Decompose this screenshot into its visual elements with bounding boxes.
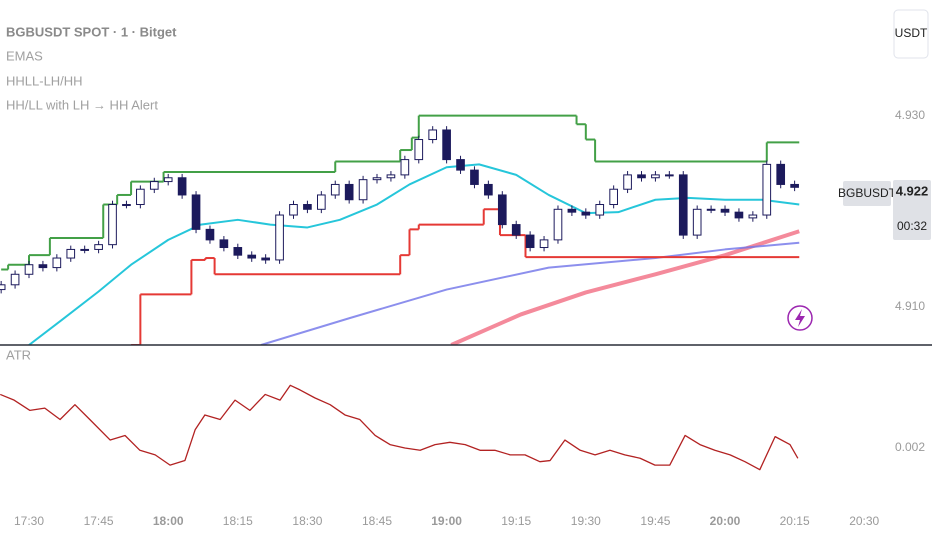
candle-body bbox=[525, 234, 535, 249]
currency[interactable]: USDT bbox=[895, 26, 928, 40]
candle-body bbox=[219, 239, 229, 249]
chart-title: BGBUSDT SPOT · 1 · Bitget bbox=[6, 24, 177, 39]
main-pane bbox=[0, 114, 800, 345]
y-tick-label: 4.910 bbox=[895, 299, 925, 313]
candle-body bbox=[748, 214, 758, 219]
candle-body bbox=[595, 204, 605, 216]
candle-body bbox=[678, 174, 688, 236]
countdown: 00:32 bbox=[897, 219, 927, 233]
x-tick-label: 20:30 bbox=[849, 514, 879, 528]
candle-body bbox=[511, 224, 521, 236]
x-tick-label: 19:15 bbox=[501, 514, 531, 528]
candle-body bbox=[456, 159, 465, 171]
candle-body bbox=[539, 239, 549, 249]
x-tick-label: 20:00 bbox=[710, 514, 741, 528]
x-tick-label: 17:30 bbox=[14, 514, 44, 528]
candle-body bbox=[177, 177, 187, 196]
candle-body bbox=[289, 204, 298, 216]
atr-pane bbox=[0, 384, 799, 471]
candle-body bbox=[24, 264, 34, 275]
symbol-label: BGBUSDT bbox=[838, 186, 897, 200]
indicator-name[interactable]: EMAS bbox=[6, 48, 43, 63]
candle-body bbox=[205, 228, 215, 241]
candle-body bbox=[484, 183, 493, 196]
x-tick-label: 19:00 bbox=[431, 514, 462, 528]
candle-body bbox=[122, 204, 131, 207]
x-tick-label: 18:45 bbox=[362, 514, 392, 528]
symbol-tag bbox=[843, 181, 891, 206]
candle-body bbox=[94, 244, 103, 250]
candle-body bbox=[80, 248, 90, 251]
price-tag bbox=[893, 180, 931, 240]
candle-body bbox=[637, 174, 646, 179]
candle-body bbox=[734, 211, 744, 219]
indicator-name[interactable]: HHLL-LH/HH bbox=[6, 73, 83, 88]
y-tick-label: 4.930 bbox=[895, 108, 925, 122]
line-series bbox=[260, 241, 800, 345]
candle-body bbox=[720, 208, 730, 213]
alert-bolt bbox=[795, 309, 805, 327]
candle-body bbox=[400, 159, 410, 176]
x-tick-label: 18:00 bbox=[153, 514, 184, 528]
candle-body bbox=[414, 139, 424, 161]
line-series bbox=[450, 229, 800, 345]
candle-body bbox=[330, 183, 340, 196]
candle-body bbox=[553, 208, 563, 241]
candle-body bbox=[790, 183, 799, 188]
candle-body bbox=[623, 174, 632, 190]
candle-body bbox=[163, 177, 173, 183]
candle-body bbox=[567, 208, 577, 213]
candle-body bbox=[66, 248, 76, 259]
atr-title[interactable]: ATR bbox=[6, 347, 31, 362]
indicator-name[interactable]: HH/LL with LH → HH Alert bbox=[6, 97, 158, 112]
candle-body bbox=[665, 174, 674, 177]
candle-body bbox=[303, 204, 312, 210]
candle-body bbox=[762, 163, 772, 216]
candle-body bbox=[428, 129, 438, 141]
candle-body bbox=[497, 194, 507, 226]
candle-body bbox=[706, 208, 716, 211]
x-tick-label: 19:30 bbox=[571, 514, 601, 528]
candle-body bbox=[52, 257, 62, 269]
candle-body bbox=[386, 174, 396, 179]
candle-body bbox=[692, 208, 702, 236]
candle-body bbox=[651, 174, 660, 179]
y-tick-label: 0.002 bbox=[895, 440, 925, 454]
candle-body bbox=[149, 181, 159, 190]
candle-body bbox=[38, 264, 48, 269]
currency-button[interactable] bbox=[893, 9, 929, 59]
line-series bbox=[0, 384, 799, 471]
candle-body bbox=[317, 194, 326, 210]
axes: 17:30 17:45 18:00 18:15 18:30 18:45 19:00 19:15… bbox=[14, 108, 925, 528]
candle-body bbox=[0, 284, 6, 291]
candle-body bbox=[108, 204, 117, 246]
x-tick-label: 20:15 bbox=[780, 514, 810, 528]
last-price: 4.922 bbox=[896, 184, 929, 199]
line-series bbox=[28, 163, 800, 345]
candle-body bbox=[275, 214, 284, 261]
candle-body bbox=[261, 257, 270, 261]
x-tick-label: 18:15 bbox=[223, 514, 253, 528]
candle-body bbox=[609, 188, 618, 206]
candle-body bbox=[10, 273, 20, 286]
candle-body bbox=[191, 194, 201, 230]
candle-body bbox=[776, 163, 786, 185]
candle-body bbox=[247, 254, 257, 259]
candle-body bbox=[581, 211, 591, 216]
candle-body bbox=[358, 179, 368, 201]
candle-body bbox=[372, 177, 382, 181]
x-tick-label: 17:45 bbox=[84, 514, 114, 528]
candle-body bbox=[233, 247, 243, 256]
candle-body bbox=[442, 129, 451, 161]
x-tick-label: 19:45 bbox=[640, 514, 670, 528]
x-tick-label: 18:30 bbox=[292, 514, 322, 528]
candle-body bbox=[344, 183, 354, 201]
candle-body bbox=[136, 188, 145, 206]
candle-body bbox=[470, 169, 479, 185]
